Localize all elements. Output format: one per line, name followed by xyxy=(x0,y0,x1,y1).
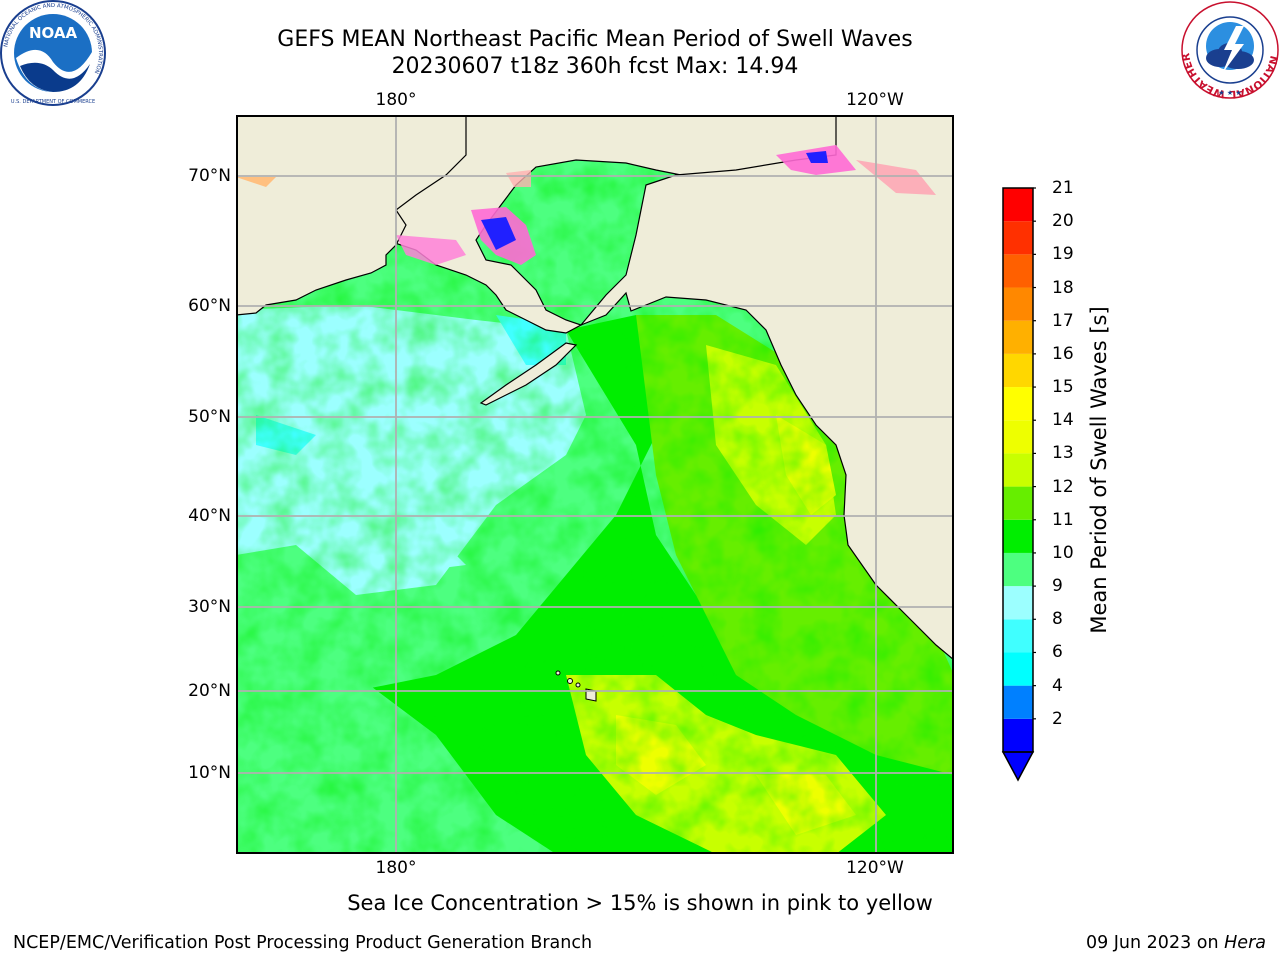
colorbar-tick-label: 13 xyxy=(1052,443,1074,464)
colorbar-segment xyxy=(1003,320,1033,354)
colorbar-tick-label: 4 xyxy=(1052,675,1063,696)
colorbar-segment xyxy=(1003,188,1033,222)
nws-logo-icon: NATIONAL WEATHER SERVICE ★ ★ ★ xyxy=(1180,0,1280,100)
colorbar-segment xyxy=(1003,453,1033,487)
colorbar-segment xyxy=(1003,486,1033,520)
colorbar-segment xyxy=(1003,718,1033,752)
colorbar-segment xyxy=(1003,552,1033,587)
lon-label-top-120w: 120°W xyxy=(846,90,904,110)
footer-date: 09 Jun 2023 on Hera xyxy=(1085,933,1266,953)
lat-label-50n: 50°N xyxy=(188,407,231,427)
map-frame xyxy=(236,115,954,854)
colorbar-tick-label: 15 xyxy=(1052,377,1074,398)
colorbar-segment xyxy=(1003,685,1033,719)
colorbar-segment xyxy=(1003,420,1033,454)
colorbar-tick-label: 10 xyxy=(1052,542,1074,563)
noaa-logo-icon: NOAA NATIONAL OCEANIC AND ATMOSPHERIC AD… xyxy=(0,0,106,106)
colorbar-segment xyxy=(1003,387,1033,421)
footer-host: Hera xyxy=(1224,933,1266,953)
sea-ice-caption: Sea Ice Concentration > 15% is shown in … xyxy=(347,891,933,915)
noaa-logo-text: NOAA xyxy=(29,24,78,42)
colorbar-tick-label: 9 xyxy=(1052,576,1063,597)
lat-label-70n: 70°N xyxy=(188,166,231,186)
colorbar-segment xyxy=(1003,353,1033,388)
colorbar-segment xyxy=(1003,287,1033,321)
lon-label-bottom-120w: 120°W xyxy=(846,858,904,878)
svg-text:★ ★ ★: ★ ★ ★ xyxy=(1218,89,1241,97)
colorbar-segment xyxy=(1003,586,1033,620)
map-title: GEFS MEAN Northeast Pacific Mean Period … xyxy=(277,27,913,52)
colorbar-tick-label: 20 xyxy=(1052,211,1074,232)
colorbar-tick-label: 18 xyxy=(1052,277,1074,298)
lat-label-10n: 10°N xyxy=(188,763,231,783)
lat-label-20n: 20°N xyxy=(188,681,231,701)
lat-label-40n: 40°N xyxy=(188,506,231,526)
lat-label-60n: 60°N xyxy=(188,296,231,316)
colorbar xyxy=(1001,187,1036,782)
swell-period-map xyxy=(236,115,954,854)
north-america-land xyxy=(580,115,954,661)
colorbar-segment xyxy=(1003,519,1033,553)
colorbar-outline xyxy=(1002,187,1034,753)
colorbar-tick-label: 6 xyxy=(1052,642,1063,663)
footer-credit: NCEP/EMC/Verification Post Processing Pr… xyxy=(13,933,593,953)
colorbar-tick-label: 19 xyxy=(1052,244,1074,265)
svg-text:U.S. DEPARTMENT OF COMMERCE: U.S. DEPARTMENT OF COMMERCE xyxy=(11,99,95,105)
map-subtitle: 20230607 t18z 360h fcst Max: 14.94 xyxy=(391,54,799,79)
colorbar-segment xyxy=(1003,221,1033,255)
colorbar-label: Mean Period of Swell Waves [s] xyxy=(1087,306,1111,634)
graticule xyxy=(236,115,954,854)
lon-label-top-180: 180° xyxy=(375,90,417,110)
lat-label-30n: 30°N xyxy=(188,597,231,617)
colorbar-tick-label: 21 xyxy=(1052,178,1074,198)
colorbar-tick-label: 17 xyxy=(1052,310,1074,331)
colorbar-segment xyxy=(1003,254,1033,288)
colorbar-segment xyxy=(1003,652,1033,686)
colorbar-tick-label: 16 xyxy=(1052,343,1074,364)
lon-label-bottom-180: 180° xyxy=(375,858,417,878)
colorbar-tick-label: 11 xyxy=(1052,509,1074,530)
hawaii-islands xyxy=(555,670,597,702)
colorbar-extend-arrow xyxy=(1001,751,1035,782)
colorbar-tick-label: 12 xyxy=(1052,476,1074,497)
colorbar-segment xyxy=(1003,619,1033,653)
colorbar-tick-label: 14 xyxy=(1052,410,1074,431)
colorbar-tick-label: 8 xyxy=(1052,609,1063,630)
colorbar-tick-label: 2 xyxy=(1052,708,1063,729)
